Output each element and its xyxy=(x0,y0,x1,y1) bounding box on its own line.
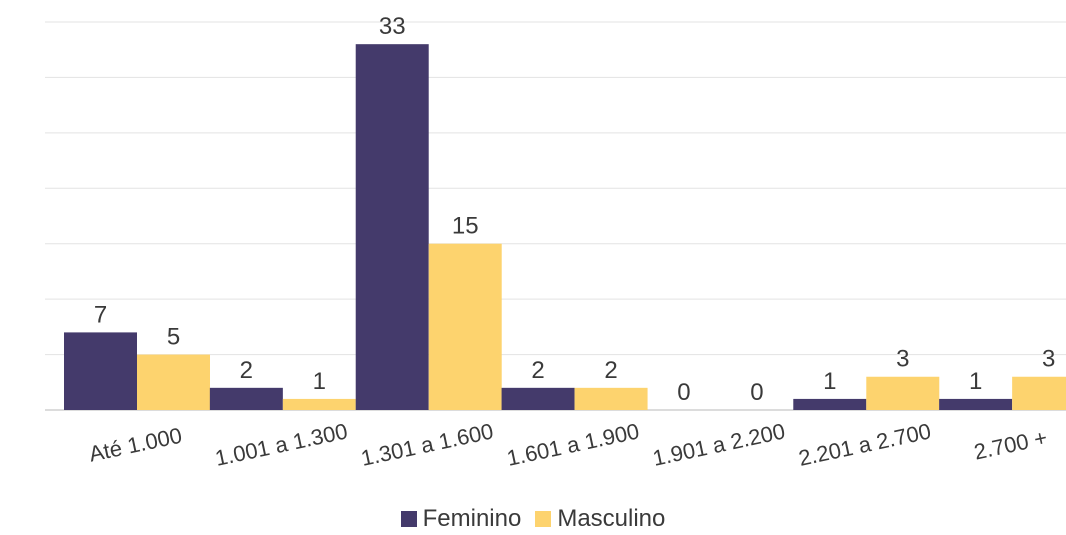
data-label-feminino: 7 xyxy=(94,301,107,328)
data-labels: 7 5 2 1 33 15 2 2 0 0 1 3 1 3 xyxy=(94,13,1056,406)
x-tick-label: 1.001 a 1.300 xyxy=(213,418,350,470)
x-tick-label: Até 1.000 xyxy=(87,423,184,467)
legend-swatch-masculino xyxy=(535,511,552,527)
data-label-feminino: 2 xyxy=(240,357,253,384)
data-label-masculino: 3 xyxy=(1042,346,1055,373)
data-label-masculino: 15 xyxy=(452,213,479,240)
bar-feminino xyxy=(793,398,867,410)
x-tick-label: 1.901 a 2.200 xyxy=(650,418,787,470)
legend-label-feminino: Feminino xyxy=(422,505,522,532)
bar-feminino xyxy=(64,332,137,410)
data-label-feminino: 2 xyxy=(531,357,544,384)
bar-masculino xyxy=(866,376,940,410)
bar-masculino xyxy=(1012,376,1066,410)
gridlines xyxy=(45,21,1066,411)
data-label-masculino: 5 xyxy=(167,324,180,351)
bars xyxy=(64,44,1066,411)
legend-label-masculino: Masculino xyxy=(557,505,666,532)
bar-masculino xyxy=(137,354,210,410)
bar-feminino xyxy=(939,398,1013,410)
legend-swatch-feminino xyxy=(400,511,417,527)
legend-item-masculino: Masculino xyxy=(535,505,665,533)
bar-masculino xyxy=(574,387,648,410)
x-tick-label: 2.700 + xyxy=(972,425,1050,465)
legend-item-feminino: Feminino xyxy=(400,505,522,533)
legend: Feminino Masculino xyxy=(0,505,1066,533)
x-tick-labels: Até 1.000 1.001 a 1.300 1.301 a 1.600 1.601… xyxy=(87,418,1050,470)
x-tick-label: 2.201 a 2.700 xyxy=(796,418,933,470)
x-tick-label: 1.301 a 1.600 xyxy=(359,418,496,470)
data-label-feminino: 33 xyxy=(379,13,406,40)
bar-feminino xyxy=(501,387,575,410)
data-label-feminino: 0 xyxy=(677,379,690,406)
bar-feminino xyxy=(355,44,429,411)
data-label-masculino: 1 xyxy=(313,368,326,395)
data-label-masculino: 3 xyxy=(896,346,909,373)
bar-masculino xyxy=(282,398,356,410)
data-label-feminino: 1 xyxy=(969,368,982,395)
x-tick-label: 1.601 a 1.900 xyxy=(505,418,642,470)
data-label-masculino: 0 xyxy=(750,379,763,406)
bar-feminino xyxy=(209,387,283,410)
data-label-masculino: 2 xyxy=(604,357,617,384)
data-label-feminino: 1 xyxy=(823,368,836,395)
bar-masculino xyxy=(428,243,502,410)
